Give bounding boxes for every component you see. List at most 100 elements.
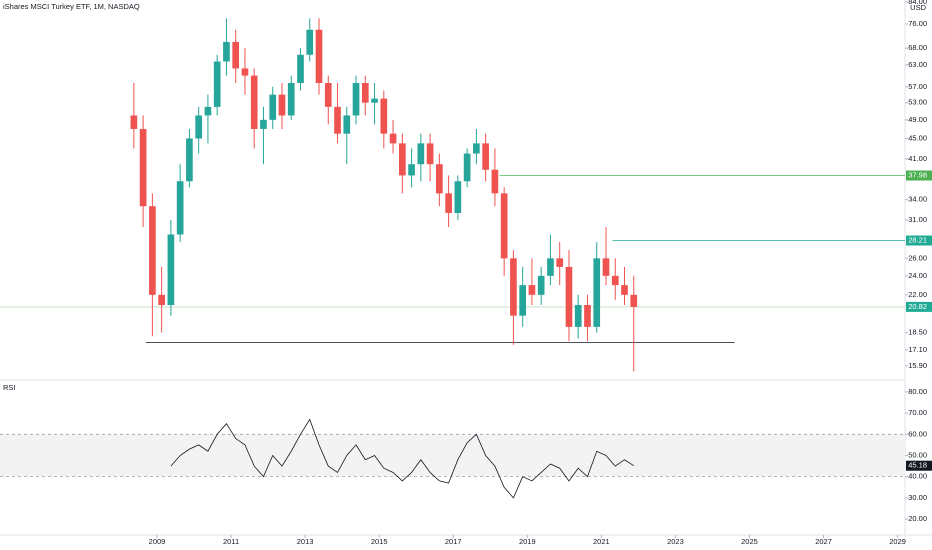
candle-body [269, 94, 277, 120]
candle-body [630, 294, 638, 307]
candle-body [547, 258, 554, 276]
y-tick-label: 45.00 [908, 133, 927, 142]
candle-body [417, 143, 425, 165]
candle-body [454, 181, 462, 213]
y-tick-label: 17.10 [908, 345, 927, 354]
candle-body [500, 193, 508, 259]
candle-body [278, 94, 286, 116]
y-tick-label: 68.00 [908, 43, 927, 52]
candle-body [380, 98, 388, 134]
candle-body [176, 181, 184, 235]
candle-body [519, 285, 527, 316]
x-tick-label: 2025 [741, 537, 758, 546]
chart-title: iShares MSCI Turkey ETF, 1M, NASDAQ [3, 2, 140, 11]
candle-body [306, 29, 314, 55]
candle-body [130, 115, 138, 129]
candle-body [528, 285, 536, 295]
candle-body [315, 29, 323, 84]
candle-body [186, 138, 193, 182]
y-tick-label: 84.00 [908, 0, 927, 6]
candle-body [463, 153, 471, 182]
candle-body [204, 106, 212, 116]
rsi-band [0, 434, 905, 477]
y-tick-label: 57.00 [908, 82, 927, 91]
candle-body [436, 164, 443, 194]
candle-body [491, 169, 499, 194]
candle-body [352, 83, 360, 116]
y-tick-label: 15.90 [908, 361, 927, 370]
rsi-last-badge [906, 460, 932, 471]
candle-body [593, 258, 601, 327]
level-label: 37.98 [908, 171, 927, 180]
y-tick-label: 50.00 [908, 450, 927, 459]
x-tick-label: 2019 [519, 537, 536, 546]
x-tick-label: 2023 [667, 537, 684, 546]
candle-body [324, 83, 332, 107]
candle-body [213, 61, 221, 107]
y-tick-label: 31.00 [908, 215, 927, 224]
y-tick-label: 20.00 [908, 514, 927, 523]
candle-body [260, 119, 267, 129]
rsi-title: RSI [3, 383, 16, 392]
y-tick-label: 30.00 [908, 493, 927, 502]
y-tick-label: 63.00 [908, 60, 927, 69]
candle-body [149, 206, 156, 295]
y-tick-label: 53.00 [908, 98, 927, 107]
candle-body [482, 143, 489, 170]
y-tick-label: 40.00 [908, 472, 927, 481]
candle-body [584, 305, 591, 327]
level-label: 28.21 [908, 235, 927, 244]
candle-body [297, 54, 304, 84]
x-tick-label: 2009 [149, 537, 166, 546]
x-tick-label: 2027 [815, 537, 832, 546]
last-price-badge [906, 301, 932, 312]
x-tick-label: 2015 [371, 537, 388, 546]
candle-body [537, 275, 545, 295]
level-badge [906, 170, 932, 181]
candle-body [556, 258, 564, 267]
candle-body [139, 128, 147, 207]
candle-body [361, 83, 369, 103]
candle-body [232, 41, 240, 69]
candle-body [195, 115, 202, 139]
x-tick-label: 2013 [297, 537, 314, 546]
candle-body [334, 106, 341, 134]
y-tick-label: 22.00 [908, 290, 927, 299]
y-tick-label: 49.00 [908, 115, 927, 124]
y-tick-label: 34.00 [908, 195, 927, 204]
candle-body [287, 83, 295, 116]
level-badge [906, 235, 932, 246]
x-tick-label: 2017 [445, 537, 462, 546]
candle-body [241, 68, 249, 76]
x-tick-label: 2011 [223, 537, 239, 546]
rsi-line [170, 418, 634, 499]
candle-body [510, 258, 517, 316]
y-tick-label: 24.00 [908, 271, 927, 280]
y-tick-label: 80.00 [908, 387, 927, 396]
candle-body [621, 285, 628, 295]
candle-body [167, 234, 175, 306]
candle-body [445, 193, 452, 213]
candle-body [574, 305, 582, 327]
y-tick-label: 60.00 [908, 429, 927, 438]
candle-body [565, 266, 573, 327]
y-tick-label: 41.00 [908, 154, 927, 163]
y-tick-label: 18.50 [908, 328, 927, 337]
y-tick-label: 76.00 [908, 19, 927, 28]
candle-body [398, 143, 406, 176]
candle-body [223, 41, 230, 62]
candle-body [371, 98, 378, 103]
last-price-label: 20.82 [908, 302, 927, 311]
candle-body [426, 143, 434, 165]
candle-body [611, 275, 619, 286]
y-tick-label: 26.00 [908, 253, 927, 262]
candle-body [343, 115, 351, 134]
rsi-last-label: 45.18 [908, 461, 927, 470]
candle-body [158, 294, 165, 306]
candle-body [473, 143, 480, 154]
candle-body [602, 258, 610, 276]
x-tick-label: 2029 [889, 537, 906, 546]
currency: USD [910, 3, 926, 12]
x-tick-label: 2021 [593, 537, 610, 546]
